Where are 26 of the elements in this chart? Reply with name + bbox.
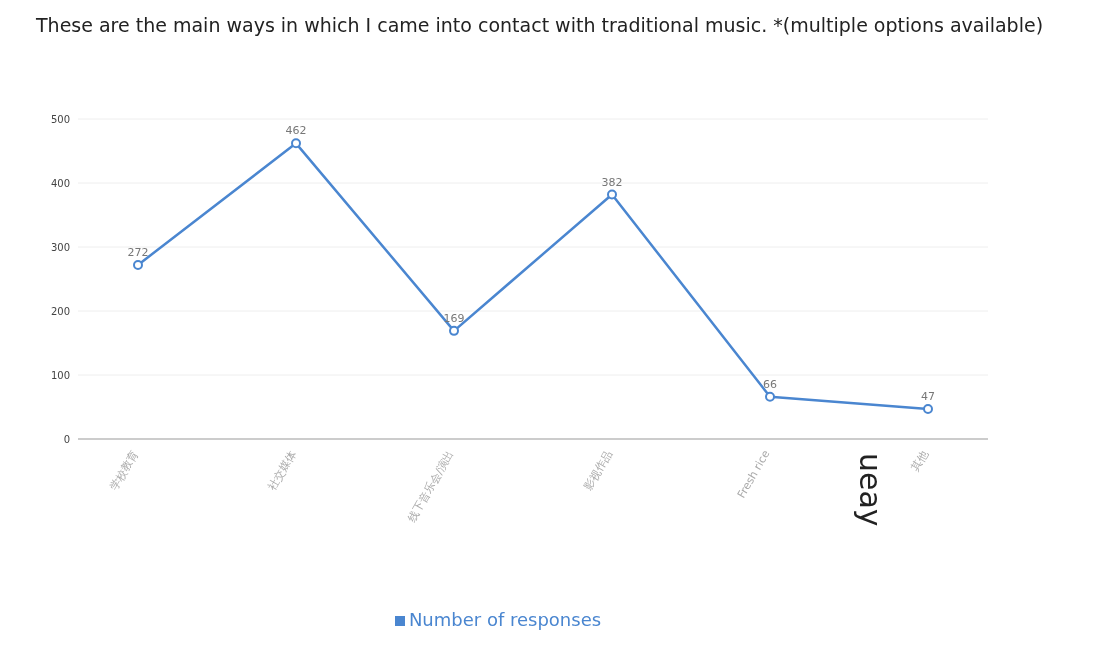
chart-title: These are the main ways in which I came into contact with traditional music. *(multiple options available)	[35, 13, 1045, 38]
y-tick-label: 100	[50, 369, 70, 381]
point	[449, 325, 459, 336]
data-label: 382	[601, 175, 623, 189]
point	[923, 403, 933, 414]
point	[765, 391, 775, 402]
x-tick-label: 学校教育	[107, 448, 141, 493]
data-label: 272	[127, 245, 149, 259]
data-label: 66	[763, 377, 777, 391]
text: ueay	[853, 453, 888, 527]
x-tick-label: 线下音乐会/演出	[404, 448, 457, 525]
x-tick-label: 影视作品	[581, 448, 615, 493]
x-tick-label: 社交媒体	[265, 448, 299, 493]
y-tick-label: 0	[63, 433, 70, 445]
data-label: 462	[285, 124, 307, 138]
legend-label: Number of responses	[408, 609, 602, 630]
data-label: 169	[443, 311, 465, 325]
point	[133, 259, 143, 270]
y-tick-label: 300	[50, 241, 70, 253]
point	[291, 138, 301, 149]
y-tick-label: 400	[50, 177, 70, 189]
point	[607, 189, 617, 200]
data-label: 47	[921, 389, 935, 403]
y-tick-label: 500	[50, 113, 70, 125]
y-tick-label: 200	[50, 305, 70, 317]
x-tick-label: 其他	[908, 448, 931, 474]
